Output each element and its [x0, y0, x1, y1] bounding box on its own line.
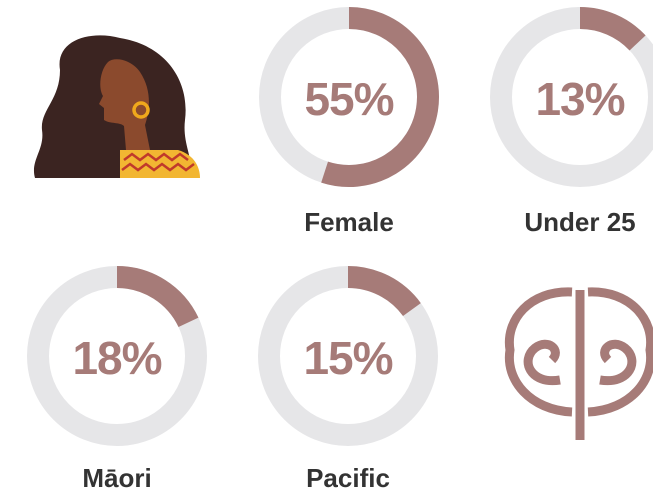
percent-label: 18%: [72, 332, 161, 384]
category-label: Female: [304, 207, 394, 237]
percent-label: 15%: [303, 332, 392, 384]
koru-icon: [504, 287, 653, 440]
donut-arc: [347, 266, 421, 317]
woman-illustration: [33, 35, 200, 178]
percent-label: 13%: [535, 73, 624, 125]
category-label: Māori: [82, 463, 151, 493]
donut-arc: [116, 266, 199, 328]
donut-arc: [321, 7, 439, 187]
category-label: Pacific: [306, 463, 390, 493]
donut-arc: [579, 7, 646, 51]
percent-label: 55%: [304, 73, 393, 125]
category-label: Under 25: [524, 207, 635, 237]
